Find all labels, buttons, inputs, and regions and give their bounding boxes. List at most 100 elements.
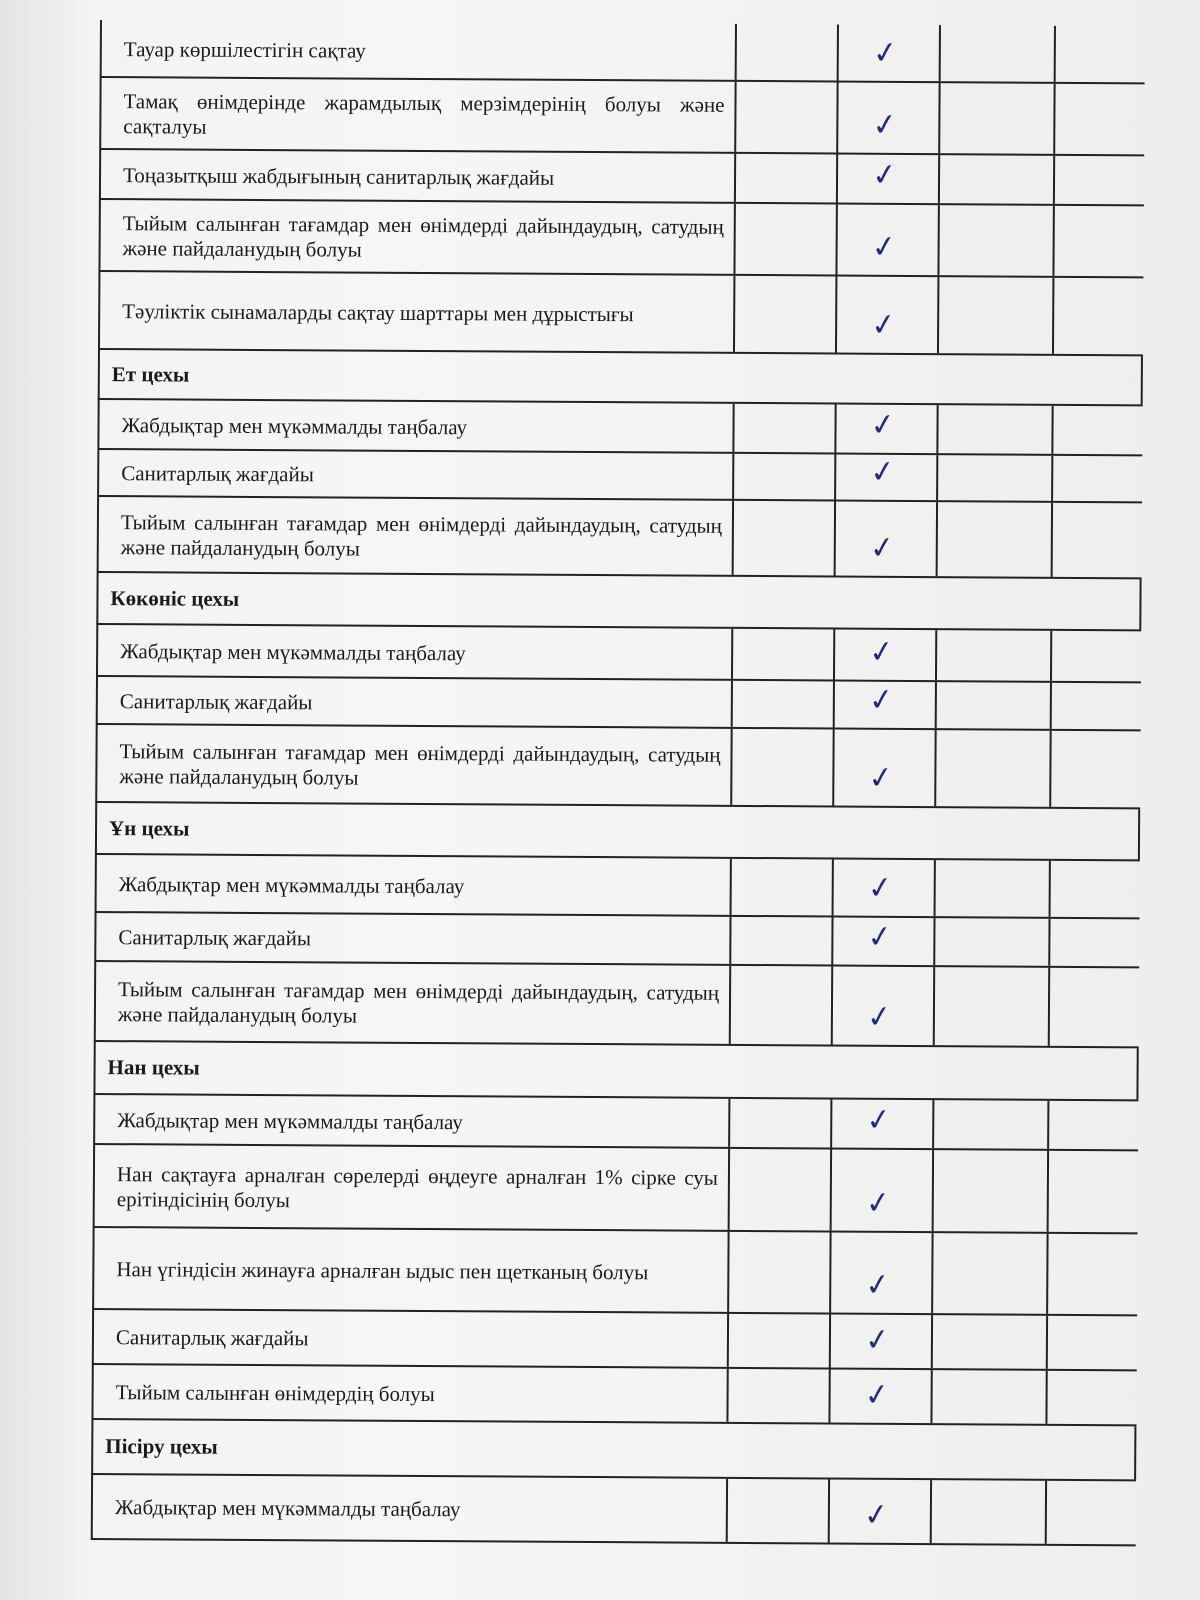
mark-cell-3 [936, 405, 1052, 454]
mark-cell-4 [1053, 83, 1145, 155]
mark-cell-2: ✓ [827, 1479, 931, 1544]
section-header-row: Ұн цехы [94, 802, 1141, 862]
criterion-text: Тыйым салынған тағамдар мен өнімдерді да… [95, 724, 731, 805]
mark-cell-1 [730, 680, 833, 728]
mark-cell-1 [729, 916, 832, 965]
checklist-row: Санитарлық жағдайы ✓ [94, 912, 1140, 969]
checklist-row: Нан үгіндісін жинауға арналған ыдыс пен … [92, 1227, 1138, 1317]
section-title: Нан цехы [95, 1041, 1139, 1100]
mark-cell-4 [1049, 682, 1141, 730]
checklist-row: Тыйым салынған өнімдердің болуы ✓ [91, 1364, 1137, 1427]
section-title: Ет цехы [99, 350, 1143, 405]
mark-cell-2: ✓ [828, 1314, 932, 1369]
mark-cell-4 [1048, 918, 1140, 967]
checkmark-icon: ✓ [863, 1266, 893, 1305]
checklist-row: Жабдықтар мен мүкәммалды таңбалау ✓ [94, 854, 1140, 920]
mark-cell-2: ✓ [832, 729, 935, 807]
mark-cell-3 [932, 967, 1049, 1046]
mark-cell-3 [936, 455, 1052, 501]
mark-cell-1 [734, 23, 837, 81]
checkmark-icon: ✓ [868, 406, 898, 445]
mark-cell-3 [932, 1100, 1048, 1149]
mark-cell-1 [732, 453, 835, 500]
criterion-text: Тоңазытқыш жабдығының санитарлық жағдайы [98, 149, 735, 202]
mark-cell-2: ✓ [835, 154, 939, 204]
checklist-row: Санитарлық жағдайы ✓ [97, 449, 1143, 504]
checkmark-icon: ✓ [868, 306, 899, 345]
checkmark-icon: ✓ [866, 759, 896, 798]
mark-cell-4 [1044, 1480, 1137, 1545]
mark-cell-3 [931, 1233, 1047, 1314]
mark-cell-2: ✓ [834, 276, 938, 354]
criterion-text: Тыйым салынған тағамдар мен өнімдерді да… [93, 961, 730, 1044]
mark-cell-4 [1047, 1100, 1139, 1150]
checkmark-icon: ✓ [865, 869, 896, 908]
mark-cell-3 [934, 730, 1050, 807]
mark-cell-4 [1047, 967, 1140, 1047]
checklist-table: Тауар көршілестігін сақтау ✓ Тамақ өнімдер… [90, 20, 1145, 1547]
checkmark-icon: ✓ [868, 453, 898, 492]
checklist-row: Жабдықтар мен мүкәммалды таңбалау ✓ [95, 624, 1142, 684]
mark-cell-4 [1051, 405, 1143, 455]
mark-cell-1 [731, 500, 835, 576]
mark-cell-4 [1046, 1150, 1139, 1233]
section-header-row: Нан цехы [93, 1041, 1139, 1102]
criterion-text: Жабдықтар мен мүкәммалды таңбалау [94, 854, 730, 915]
section-header-row: Көкөніс цехы [96, 572, 1142, 632]
checkmark-icon: ✓ [870, 34, 901, 73]
mark-cell-2: ✓ [834, 404, 937, 454]
mark-cell-1 [730, 728, 833, 806]
checklist-row: Жабдықтар мен мүкәммалды таңбалау ✓ [93, 1094, 1139, 1152]
mark-cell-3 [933, 860, 1049, 917]
checklist-row: Тоңазытқыш жабдығының санитарлық жағдайы… [98, 149, 1145, 207]
mark-cell-4 [1051, 277, 1144, 355]
checklist-row: Тауар көршілестігін сақтау ✓ [99, 20, 1145, 85]
checkmark-icon: ✓ [866, 681, 897, 720]
section-title: Ұн цехы [96, 802, 1141, 860]
checkmark-icon: ✓ [862, 1376, 892, 1415]
mark-cell-3 [930, 1370, 1046, 1424]
mark-cell-1 [729, 858, 832, 916]
section-header-row: Ет цехы [97, 349, 1143, 407]
mark-cell-1 [727, 1231, 830, 1313]
criterion-text: Нан үгіндісін жинауға арналған ыдыс пен … [92, 1227, 728, 1312]
mark-cell-1 [733, 203, 836, 275]
mark-cell-1 [733, 153, 837, 203]
criterion-text: Санитарлық жағдайы [91, 1309, 728, 1367]
checkmark-icon: ✓ [864, 1101, 894, 1140]
mark-cell-3 [933, 918, 1049, 966]
mark-cell-3 [935, 502, 1052, 577]
checklist-row: Санитарлық жағдайы ✓ [91, 1309, 1138, 1372]
mark-cell-1 [727, 1148, 831, 1231]
mark-cell-4 [1050, 502, 1143, 578]
mark-cell-4 [1049, 630, 1142, 682]
mark-cell-2: ✓ [829, 1232, 932, 1314]
mark-cell-2: ✓ [831, 859, 934, 917]
criterion-text: Жабдықтар мен мүкәммалды таңбалау [95, 624, 732, 679]
mark-cell-2: ✓ [833, 501, 937, 577]
checklist-row: Жабдықтар мен мүкәммалды таңбалау ✓ [90, 1474, 1137, 1547]
mark-cell-1 [734, 81, 837, 153]
mark-cell-3 [936, 277, 1053, 354]
criterion-text: Санитарлық жағдайы [95, 676, 731, 727]
checkmark-icon: ✓ [864, 998, 895, 1037]
mark-cell-2: ✓ [831, 917, 934, 966]
checkmark-icon: ✓ [861, 1496, 892, 1535]
checklist-row: Тамақ өнімдерінде жарамдылық мерзімдерін… [99, 77, 1145, 157]
mark-cell-3 [934, 682, 1050, 729]
checklist-row: Тыйым салынған тағамдар мен өнімдерді да… [95, 724, 1141, 810]
mark-cell-1 [728, 965, 832, 1045]
mark-cell-4 [1052, 155, 1145, 205]
mark-cell-3 [930, 1315, 1047, 1369]
mark-cell-1 [732, 275, 836, 353]
mark-cell-2: ✓ [829, 1149, 933, 1232]
mark-cell-2: ✓ [835, 204, 938, 276]
mark-cell-2: ✓ [832, 681, 935, 729]
mark-cell-3 [937, 205, 1053, 276]
section-title: Пісіру цехы [93, 1419, 1137, 1480]
mark-cell-4 [1046, 1233, 1138, 1315]
checkmark-icon: ✓ [865, 918, 895, 957]
checkmark-icon: ✓ [869, 156, 900, 195]
mark-cell-1 [726, 1368, 829, 1423]
